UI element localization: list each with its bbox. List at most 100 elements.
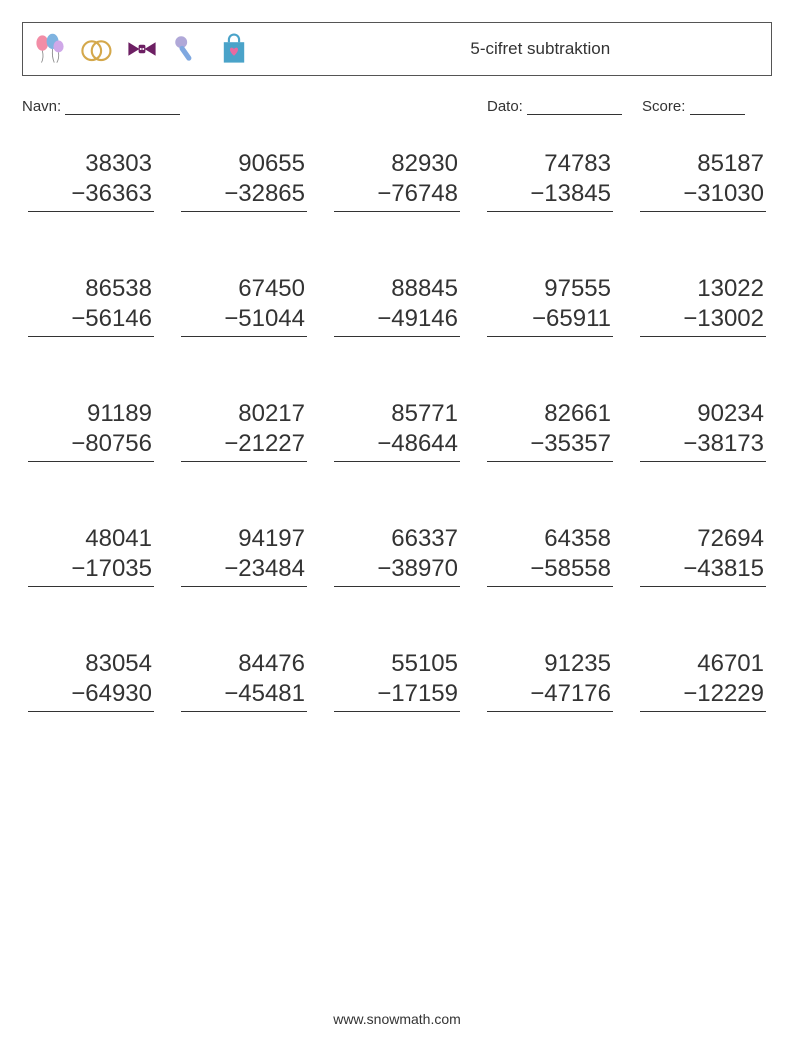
subtraction-problem: 85187−31030 bbox=[640, 149, 766, 212]
subtraction-problem: 85771−48644 bbox=[334, 399, 460, 462]
subtrahend: −36363 bbox=[28, 179, 154, 212]
minus-sign: − bbox=[530, 680, 544, 707]
subtraction-problem: 91235−47176 bbox=[487, 649, 613, 712]
subtrahend: −31030 bbox=[640, 179, 766, 212]
minus-sign: − bbox=[683, 430, 697, 457]
subtrahend: −21227 bbox=[181, 429, 307, 462]
rings-icon bbox=[79, 32, 113, 66]
subtrahend-value: 21227 bbox=[238, 430, 305, 457]
minus-sign: − bbox=[683, 555, 697, 582]
subtrahend: −80756 bbox=[28, 429, 154, 462]
minus-sign: − bbox=[377, 555, 391, 582]
minus-sign: − bbox=[377, 180, 391, 207]
minus-sign: − bbox=[224, 430, 238, 457]
subtrahend: −13845 bbox=[487, 179, 613, 212]
subtrahend-value: 80756 bbox=[85, 430, 152, 457]
minuend: 80217 bbox=[181, 399, 307, 429]
minuend: 88845 bbox=[334, 274, 460, 304]
subtraction-problem: 80217−21227 bbox=[181, 399, 307, 462]
minuend: 91235 bbox=[487, 649, 613, 679]
minuend: 13022 bbox=[640, 274, 766, 304]
subtrahend-value: 47176 bbox=[544, 680, 611, 707]
subtrahend: −64930 bbox=[28, 679, 154, 712]
subtrahend: −51044 bbox=[181, 304, 307, 337]
minus-sign: − bbox=[683, 305, 697, 332]
subtrahend-value: 23484 bbox=[238, 555, 305, 582]
subtrahend-value: 64930 bbox=[85, 680, 152, 707]
name-blank bbox=[65, 100, 180, 115]
subtrahend-value: 36363 bbox=[85, 180, 152, 207]
subtraction-problem: 38303−36363 bbox=[28, 149, 154, 212]
date-label: Dato: bbox=[487, 98, 523, 115]
subtraction-problem: 48041−17035 bbox=[28, 524, 154, 587]
footer-url: www.snowmath.com bbox=[0, 1011, 794, 1027]
minuend: 46701 bbox=[640, 649, 766, 679]
subtrahend: −49146 bbox=[334, 304, 460, 337]
minuend: 64358 bbox=[487, 524, 613, 554]
minuend: 90655 bbox=[181, 149, 307, 179]
subtrahend: −43815 bbox=[640, 554, 766, 587]
header-box: 5-cifret subtraktion bbox=[22, 22, 772, 76]
subtraction-problem: 83054−64930 bbox=[28, 649, 154, 712]
score-blank bbox=[690, 100, 745, 115]
subtrahend-value: 38970 bbox=[391, 555, 458, 582]
info-row: Navn: Dato: Score: bbox=[22, 98, 772, 115]
subtrahend-value: 76748 bbox=[391, 180, 458, 207]
minus-sign: − bbox=[683, 680, 697, 707]
minuend: 55105 bbox=[334, 649, 460, 679]
minuend: 72694 bbox=[640, 524, 766, 554]
subtrahend-value: 17159 bbox=[391, 680, 458, 707]
minus-sign: − bbox=[377, 680, 391, 707]
minus-sign: − bbox=[224, 680, 238, 707]
worksheet-page: 5-cifret subtraktion Navn: Dato: Score: … bbox=[0, 0, 794, 712]
subtraction-problem: 90234−38173 bbox=[640, 399, 766, 462]
minuend: 86538 bbox=[28, 274, 154, 304]
subtrahend-value: 56146 bbox=[85, 305, 152, 332]
subtrahend: −47176 bbox=[487, 679, 613, 712]
subtraction-problem: 13022−13002 bbox=[640, 274, 766, 337]
subtraction-problem: 66337−38970 bbox=[334, 524, 460, 587]
minus-sign: − bbox=[224, 305, 238, 332]
minus-sign: − bbox=[377, 430, 391, 457]
minuend: 91189 bbox=[28, 399, 154, 429]
minus-sign: − bbox=[530, 430, 544, 457]
subtrahend: −48644 bbox=[334, 429, 460, 462]
minuend: 74783 bbox=[487, 149, 613, 179]
subtrahend-value: 17035 bbox=[85, 555, 152, 582]
subtrahend-value: 51044 bbox=[238, 305, 305, 332]
shopping-bag-icon bbox=[217, 32, 251, 66]
minuend: 97555 bbox=[487, 274, 613, 304]
subtraction-problem: 91189−80756 bbox=[28, 399, 154, 462]
minuend: 48041 bbox=[28, 524, 154, 554]
minus-sign: − bbox=[71, 430, 85, 457]
subtrahend: −56146 bbox=[28, 304, 154, 337]
minuend: 83054 bbox=[28, 649, 154, 679]
name-field: Navn: bbox=[22, 98, 487, 115]
minuend: 84476 bbox=[181, 649, 307, 679]
subtraction-problem: 46701−12229 bbox=[640, 649, 766, 712]
score-label: Score: bbox=[642, 98, 685, 115]
subtrahend: −12229 bbox=[640, 679, 766, 712]
subtrahend-value: 13002 bbox=[697, 305, 764, 332]
header-icons bbox=[23, 32, 370, 66]
minus-sign: − bbox=[530, 555, 544, 582]
subtrahend: −76748 bbox=[334, 179, 460, 212]
subtrahend: −45481 bbox=[181, 679, 307, 712]
subtraction-problem: 82930−76748 bbox=[334, 149, 460, 212]
minuend: 82661 bbox=[487, 399, 613, 429]
minuend: 66337 bbox=[334, 524, 460, 554]
subtrahend: −17159 bbox=[334, 679, 460, 712]
subtraction-problem: 67450−51044 bbox=[181, 274, 307, 337]
minuend: 82930 bbox=[334, 149, 460, 179]
minuend: 85187 bbox=[640, 149, 766, 179]
subtrahend: −38970 bbox=[334, 554, 460, 587]
minus-sign: − bbox=[71, 680, 85, 707]
subtrahend: −32865 bbox=[181, 179, 307, 212]
subtrahend-value: 35357 bbox=[544, 430, 611, 457]
subtraction-problem: 97555−65911 bbox=[487, 274, 613, 337]
subtrahend-value: 12229 bbox=[697, 680, 764, 707]
bowtie-icon bbox=[125, 32, 159, 66]
subtrahend: −65911 bbox=[487, 304, 613, 337]
subtrahend: −38173 bbox=[640, 429, 766, 462]
score-field: Score: bbox=[642, 98, 745, 115]
